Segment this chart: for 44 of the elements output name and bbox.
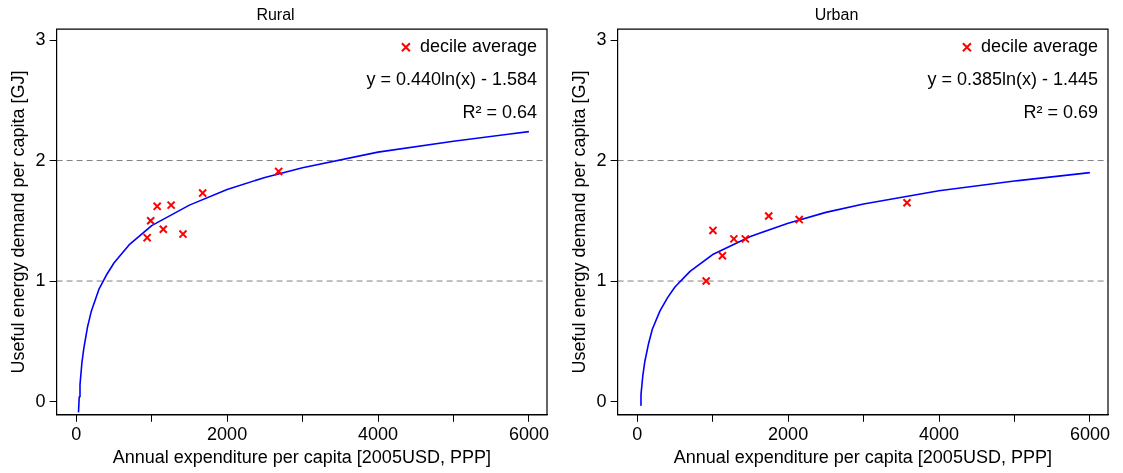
point bbox=[142, 233, 152, 243]
y-axis-title: Useful energy demand per capita [GJ] bbox=[568, 70, 589, 374]
y-tick-label: 3 bbox=[35, 29, 46, 50]
legend-label: decile average bbox=[980, 36, 1098, 57]
point bbox=[198, 188, 208, 198]
point bbox=[701, 276, 711, 286]
y-tick-label: 0 bbox=[596, 390, 607, 411]
annotation: y = 0.385ln(x) - 1.445 bbox=[927, 69, 1098, 90]
x-axis-title: Annual expenditure per capita [2005USD, PPP] bbox=[112, 447, 491, 468]
x-tick-label: 0 bbox=[71, 423, 82, 444]
annotation: R² = 0.64 bbox=[462, 102, 537, 123]
point bbox=[146, 216, 156, 226]
x-tick-label: 4000 bbox=[918, 423, 960, 444]
y-tick-label: 1 bbox=[596, 270, 607, 291]
point bbox=[717, 251, 727, 261]
y-axis-title: Useful energy demand per capita [GJ] bbox=[7, 70, 28, 374]
x-axis-title: Annual expenditure per capita [2005USD, PPP] bbox=[673, 447, 1052, 468]
point bbox=[902, 198, 912, 208]
annotation: R² = 0.69 bbox=[1023, 102, 1098, 123]
point bbox=[740, 234, 750, 244]
x-tick-label: 6000 bbox=[508, 423, 549, 444]
point bbox=[708, 225, 718, 235]
y-tick-label: 2 bbox=[35, 149, 46, 170]
legend-label: decile average bbox=[419, 36, 537, 57]
y-tick-label: 3 bbox=[596, 29, 607, 50]
x-tick-label: 4000 bbox=[357, 423, 399, 444]
point bbox=[764, 211, 774, 221]
point bbox=[794, 215, 804, 225]
annotation: y = 0.440ln(x) - 1.584 bbox=[366, 69, 537, 90]
chart-title: Rural bbox=[256, 6, 295, 24]
point bbox=[158, 224, 168, 234]
chart-title: Urban bbox=[814, 6, 859, 24]
point bbox=[178, 229, 188, 239]
x-tick-label: 0 bbox=[632, 423, 643, 444]
y-tick-label: 1 bbox=[35, 270, 46, 291]
x-tick-label: 2000 bbox=[207, 423, 248, 444]
y-tick-label: 2 bbox=[596, 149, 607, 170]
y-tick-label: 0 bbox=[35, 390, 46, 411]
point bbox=[274, 166, 284, 176]
point bbox=[166, 200, 176, 210]
x-tick-label: 2000 bbox=[768, 423, 809, 444]
point bbox=[152, 201, 162, 211]
point bbox=[729, 234, 739, 244]
x-tick-label: 6000 bbox=[1069, 423, 1110, 444]
